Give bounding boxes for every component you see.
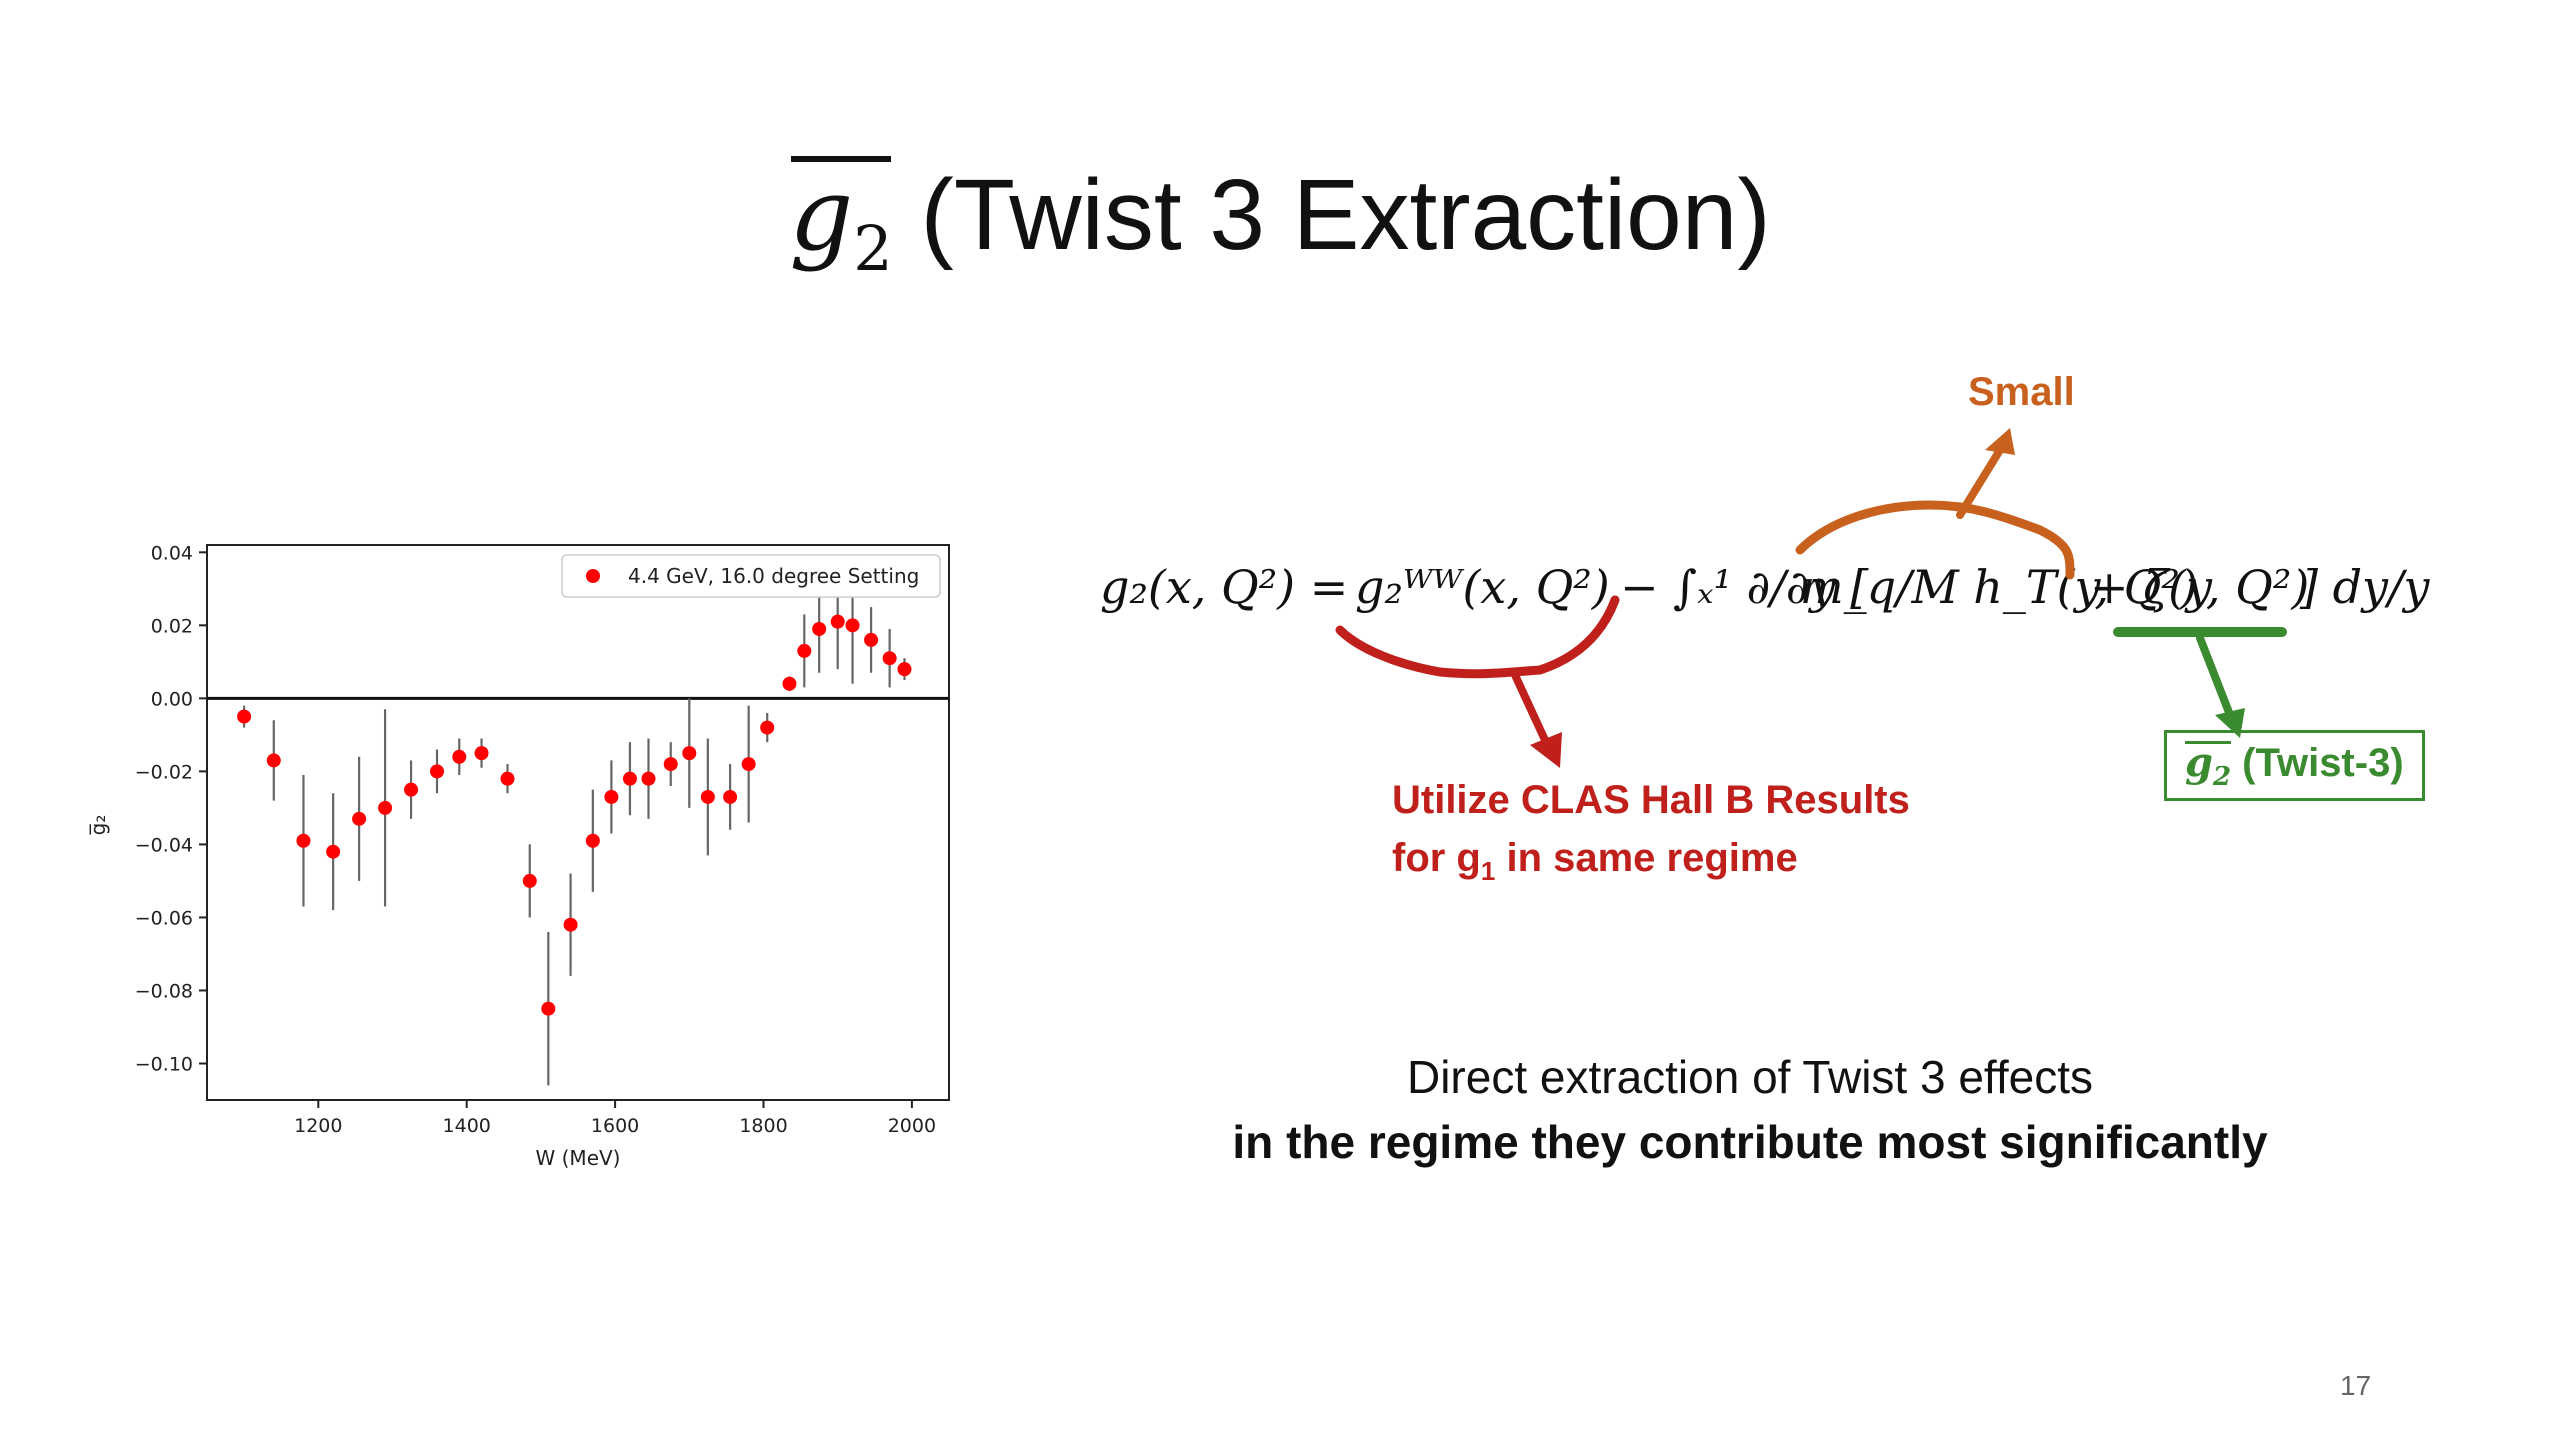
y-tick-label: 0.00 [151,688,193,710]
data-point [622,771,637,786]
data-point [864,632,879,647]
data-point [760,720,775,735]
small-label: Small [1968,370,2075,414]
data-point [641,771,656,786]
y-tick-label: −0.06 [135,907,193,929]
page-number: 17 [2340,1370,2372,1401]
data-point [700,789,715,804]
eq-mq-term: m_q/M h_T(y, Q²) [1800,560,2198,614]
red-arrow-stroke [1511,671,1549,744]
x-axis: 1200 1400 1600 1800 2000 [294,1100,936,1137]
plot-frame [206,544,950,1101]
data-point [500,771,515,786]
eq-zeta-term: + ζ(y, Q²) [2090,560,2310,614]
legend-label: 4.4 GeV, 16.0 degree Setting [628,564,919,588]
data-point [682,746,697,761]
data-point [541,1001,556,1016]
data-point [585,833,600,848]
g2-bar-symbol: g2 [789,150,893,285]
data-point [882,651,897,666]
y-tick-label: −0.10 [135,1053,193,1075]
green-arrow-stroke [2196,634,2234,719]
data-point [897,662,912,677]
data-point [378,800,393,815]
data-point [563,917,578,932]
orange-arc-stroke [1795,500,2075,580]
x-tick-label: 2000 [888,1115,936,1137]
data-point [296,833,311,848]
eq-ww-term: g₂ᵂᵂ(x, Q²) [1355,560,1610,614]
legend: 4.4 GeV, 16.0 degree Setting [561,554,941,598]
data-point [604,789,619,804]
legend-box [561,554,941,598]
y-tick-label: −0.08 [135,980,193,1002]
y-tick-label: −0.04 [135,834,193,856]
data-point [830,614,845,629]
eq-lhs: g₂(x, Q²) = [1100,560,1349,614]
legend-marker [586,569,600,583]
x-tick-label: 1600 [591,1115,639,1137]
data-point [474,746,489,761]
data-point [452,749,467,764]
data-point [237,709,252,724]
summary-line1: Direct extraction of Twist 3 effects [1406,1051,2094,1103]
data-point [723,789,738,804]
twist3-g2-symbol: g2 [2185,739,2232,792]
x-tick-label: 1800 [739,1115,787,1137]
summary-line2: in the regime they contribute most signi… [1232,1116,2268,1168]
clas-label-line2: for g1 in same regime [1392,836,1798,886]
slide-title: g2 (Twist 3 Extraction) [0,150,2560,285]
y-axis-label: g̅₂ [86,815,110,836]
g2-chart: 0.04 0.02 0.00 −0.02 −0.04 −0.06 −0.08 −0.10 12… [86,542,950,1170]
data-point [326,844,341,859]
y-tick-label: 0.02 [151,615,193,637]
red-underline-stroke [1335,595,1620,679]
data-series [237,566,912,1086]
y-tick-label: 0.04 [151,542,193,564]
y-tick-label: −0.02 [135,761,193,783]
title-text: (Twist 3 Extraction) [892,159,1771,271]
data-point [352,811,367,826]
data-point [266,753,281,768]
x-axis-label: W (MeV) [536,1146,621,1170]
eq-integral: − ∫ₓ¹ ∂/∂y [ [1620,560,1869,614]
eq-tail: ] dy/y [2300,560,2430,614]
red-arrowhead [1530,732,1562,768]
twist3-box: g2 (Twist-3) [2164,730,2425,801]
data-point [430,764,445,779]
data-point [741,757,756,772]
clas-label-line1: Utilize CLAS Hall B Results [1392,778,1910,822]
data-point [797,643,812,658]
x-tick-label: 1200 [294,1115,342,1137]
data-point [782,676,797,691]
orange-arrowhead [1985,428,2015,455]
data-point [812,621,827,636]
data-point [845,618,860,633]
x-tick-label: 1400 [443,1115,491,1137]
orange-arrow-stroke [1956,446,2004,519]
data-point [404,782,419,797]
data-point [663,757,678,772]
data-point [522,873,537,888]
y-axis: 0.04 0.02 0.00 −0.02 −0.04 −0.06 −0.08 −0.10 [135,542,207,1075]
